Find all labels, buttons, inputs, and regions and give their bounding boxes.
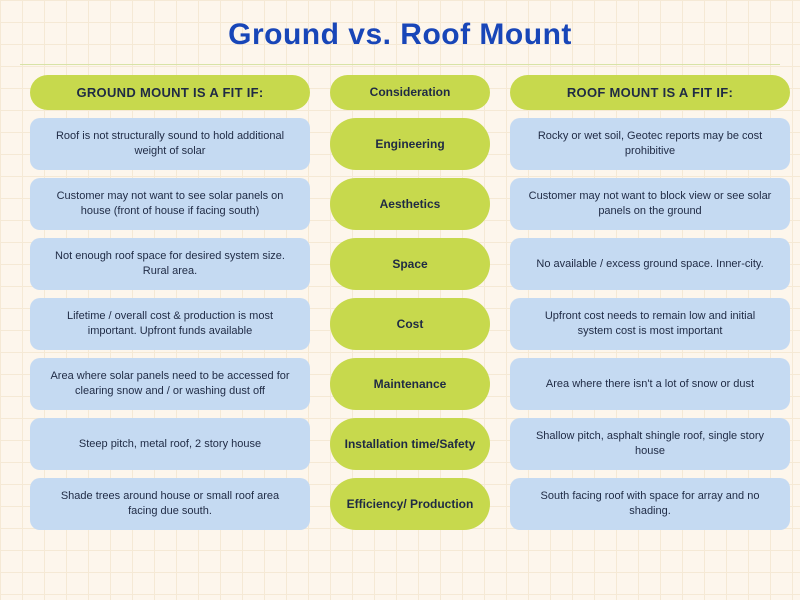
- ground-cell: Lifetime / overall cost & production is …: [30, 298, 310, 350]
- roof-cell: Shallow pitch, asphalt shingle roof, sin…: [510, 418, 790, 470]
- consideration-pill: Cost: [330, 298, 490, 350]
- header-consideration: Consideration: [330, 75, 490, 110]
- roof-cell: Customer may not want to block view or s…: [510, 178, 790, 230]
- consideration-pill: Space: [330, 238, 490, 290]
- ground-cell: Shade trees around house or small roof a…: [30, 478, 310, 530]
- consideration-pill: Aesthetics: [330, 178, 490, 230]
- header-ground: GROUND MOUNT IS A FIT IF:: [30, 75, 310, 110]
- comparison-grid: GROUND MOUNT IS A FIT IF: Consideration …: [0, 75, 800, 530]
- header-roof: ROOF MOUNT IS A FIT IF:: [510, 75, 790, 110]
- ground-cell: Area where solar panels need to be acces…: [30, 358, 310, 410]
- roof-cell: Upfront cost needs to remain low and ini…: [510, 298, 790, 350]
- ground-cell: Steep pitch, metal roof, 2 story house: [30, 418, 310, 470]
- consideration-pill: Engineering: [330, 118, 490, 170]
- consideration-pill: Installation time/Safety: [330, 418, 490, 470]
- ground-cell: Roof is not structurally sound to hold a…: [30, 118, 310, 170]
- consideration-pill: Efficiency/ Production: [330, 478, 490, 530]
- ground-cell: Not enough roof space for desired system…: [30, 238, 310, 290]
- consideration-pill: Maintenance: [330, 358, 490, 410]
- roof-cell: South facing roof with space for array a…: [510, 478, 790, 530]
- page-title: Ground vs. Roof Mount: [0, 0, 800, 64]
- roof-cell: Rocky or wet soil, Geotec reports may be…: [510, 118, 790, 170]
- divider: [20, 64, 780, 65]
- roof-cell: No available / excess ground space. Inne…: [510, 238, 790, 290]
- ground-cell: Customer may not want to see solar panel…: [30, 178, 310, 230]
- roof-cell: Area where there isn't a lot of snow or …: [510, 358, 790, 410]
